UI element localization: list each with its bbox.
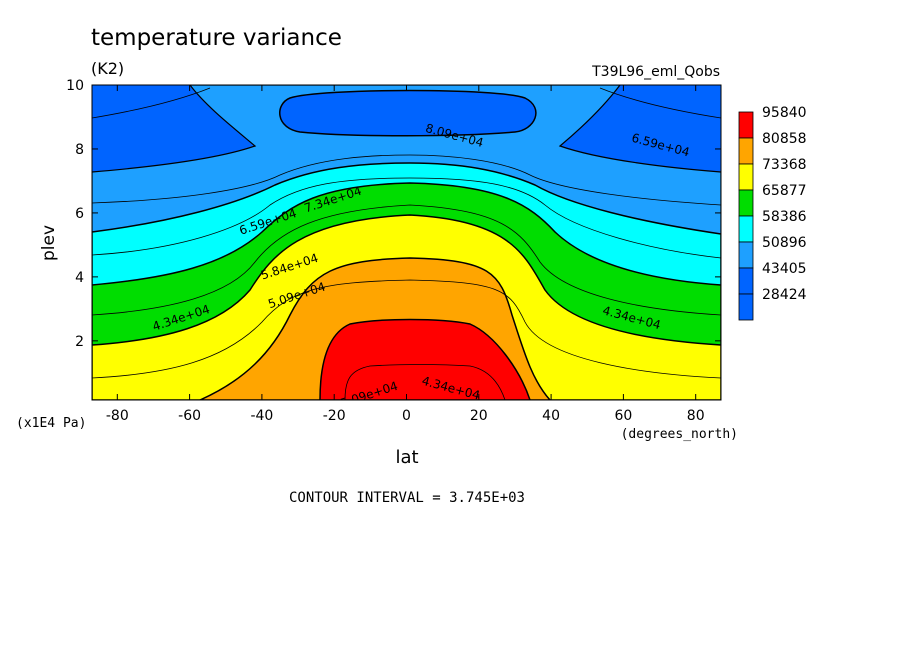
- contour-band-85e4: [319, 318, 531, 400]
- colorbar-swatch: [738, 137, 754, 165]
- y-tick-label: 10: [66, 78, 84, 94]
- x-tick-label: 80: [687, 408, 705, 424]
- colorbar-label: 43405: [762, 261, 807, 277]
- colorbar-label: 50896: [762, 235, 807, 251]
- colorbar-label: 28424: [762, 287, 807, 303]
- colorbar-label: 58386: [762, 209, 807, 225]
- y-axis-label: plev: [39, 225, 59, 261]
- colorbar-label: 65877: [762, 183, 807, 199]
- colorbar-swatch: [738, 241, 754, 269]
- colorbar-label: 80858: [762, 131, 807, 147]
- colorbar-swatch: [738, 293, 754, 321]
- colorbar-swatch: [738, 189, 754, 217]
- colorbar-swatch: [738, 111, 754, 139]
- plot-area: 5.09e+04 4.34e+044.34e+04 4.34e+045.09e+04…: [92, 85, 721, 400]
- x-tick-label: 60: [614, 408, 632, 424]
- colorbar-swatch: [738, 215, 754, 243]
- contour-core-4e4: [279, 89, 537, 137]
- x-tick-label: 0: [402, 408, 411, 424]
- colorbar-swatch: [738, 163, 754, 191]
- thin-contours: [92, 87, 721, 400]
- x-tick-label: 40: [542, 408, 560, 424]
- x-axis-label: lat: [395, 447, 418, 468]
- colorbar-swatch: [738, 267, 754, 295]
- chart-units: (K2): [91, 59, 124, 78]
- colorbar-legend: 95840 80858 73368 65877 58386 50896 43405 28424: [738, 105, 807, 321]
- y-axis-ticks: 2 4 6 8 10: [66, 78, 721, 350]
- dataset-label: T39L96_eml_Qobs: [591, 64, 720, 80]
- x-tick-label: -40: [250, 408, 273, 424]
- colorbar-label: 73368: [762, 157, 807, 173]
- x-tick-label: -20: [323, 408, 346, 424]
- x-axis-units: (degrees_north): [621, 427, 738, 442]
- y-axis-units: (x1E4 Pa): [16, 416, 86, 431]
- y-tick-label: 8: [75, 142, 84, 158]
- y-tick-label: 4: [75, 270, 84, 286]
- x-tick-label: 20: [470, 408, 488, 424]
- x-tick-label: -80: [106, 408, 129, 424]
- chart-title: temperature variance: [91, 25, 342, 51]
- x-tick-label: -60: [178, 408, 201, 424]
- y-tick-label: 2: [75, 334, 84, 350]
- contour-interval-footer: CONTOUR INTERVAL = 3.745E+03: [289, 490, 525, 506]
- colorbar-label: 95840: [762, 105, 807, 121]
- x-axis-ticks: -80 -60 -40 -20 0 20 40 60 80: [106, 85, 705, 424]
- y-tick-label: 6: [75, 206, 84, 222]
